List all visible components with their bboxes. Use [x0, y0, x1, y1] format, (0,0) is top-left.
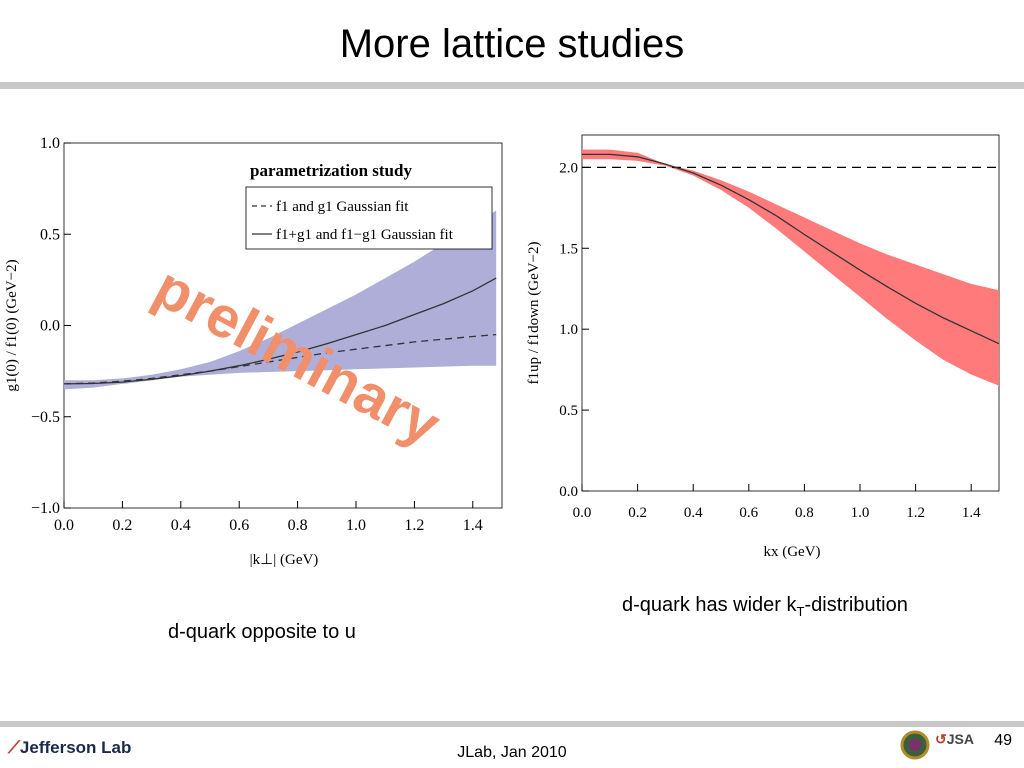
- uncertainty-band: [582, 149, 999, 386]
- seal-logo-icon: [900, 730, 930, 760]
- series-line-1: [63, 333, 497, 385]
- x-tick-label: 0.4: [171, 517, 191, 534]
- legend-entry-1: f1 and g1 Gaussian fit: [276, 199, 409, 215]
- x-tick-label: 1.2: [404, 517, 424, 534]
- x-tick-label: 0.0: [54, 517, 74, 534]
- jsa-swirl-icon: ↺: [935, 731, 947, 747]
- y-axis-label: g1(0) / f1(0) (GeV−2): [4, 259, 20, 391]
- top-divider: [0, 82, 1024, 89]
- jsa-logo-text: JSA: [946, 731, 974, 747]
- caption-right-subscript: T: [796, 604, 805, 619]
- x-tick-label: 1.0: [346, 517, 366, 534]
- y-tick-label: 1.0: [40, 135, 60, 152]
- x-tick-label: 0.0: [573, 505, 592, 521]
- series-line-2: [63, 277, 497, 385]
- y-tick-label: 1.0: [559, 322, 578, 338]
- jlab-swoosh-icon: ⟋: [8, 738, 20, 757]
- page-number: 49: [994, 732, 1012, 749]
- x-axis-label: kx (GeV): [763, 544, 820, 560]
- slide-title: More lattice studies: [339, 22, 685, 66]
- y-tick-label: 0.0: [559, 484, 578, 500]
- x-tick-label: 0.2: [112, 517, 132, 534]
- series-line-1: [582, 153, 1000, 345]
- caption-right-text: d-quark has wider k: [622, 594, 797, 616]
- y-tick-label: 0.5: [40, 226, 60, 243]
- y-tick-label: 1.5: [559, 241, 578, 257]
- x-tick-label: 0.6: [229, 517, 249, 534]
- chart-left: 0.0 0.2 0.4 0.6 0.8 1.0 1.2 1.4 −1.0 −0.5 0.0 0.5 1.…: [4, 135, 503, 568]
- x-tick-label: 0.4: [684, 505, 703, 521]
- x-tick-label: 1.0: [851, 505, 870, 521]
- y-tick-label: −0.5: [31, 409, 60, 426]
- jefferson-lab-logo: ⟋Jefferson Lab: [8, 738, 131, 758]
- y-tick-label: −1.0: [31, 500, 60, 517]
- x-tick-label: 1.4: [463, 517, 483, 534]
- x-tick-label: 0.8: [795, 505, 814, 521]
- legend-title: parametrization study: [250, 161, 412, 180]
- x-tick-label: 0.6: [739, 505, 758, 521]
- caption-right-text-end: -distribution: [804, 594, 908, 616]
- caption-right: d-quark has wider kT-distribution: [622, 594, 908, 619]
- x-tick-label: 0.8: [288, 517, 308, 534]
- bottom-divider: [0, 721, 1024, 727]
- legend-box: [245, 186, 493, 250]
- y-tick-label: 2.0: [559, 160, 578, 176]
- y-tick-label: 0.5: [559, 403, 578, 419]
- legend-entry-2: f1+g1 and f1−g1 Gaussian fit: [276, 227, 454, 243]
- x-tick-label: 0.2: [628, 505, 647, 521]
- y-tick-label: 0.0: [40, 318, 60, 335]
- footer-text: JLab, Jan 2010: [457, 744, 567, 761]
- x-axis-label: |k⊥| (GeV): [250, 552, 319, 568]
- y-axis-label: f1up / f1down (GeV−2): [526, 241, 542, 384]
- jlab-logo-text: Jefferson Lab: [19, 738, 132, 757]
- chart-right: 0.0 0.2 0.4 0.6 0.8 1.0 1.2 1.4 0.0 0.5 1.0 1.5 2.0 k…: [526, 134, 1000, 560]
- jsa-logo: ↺JSA: [935, 731, 974, 748]
- x-tick-label: 1.2: [906, 505, 925, 521]
- x-tick-label: 1.4: [962, 505, 981, 521]
- caption-left: d-quark opposite to u: [168, 621, 356, 643]
